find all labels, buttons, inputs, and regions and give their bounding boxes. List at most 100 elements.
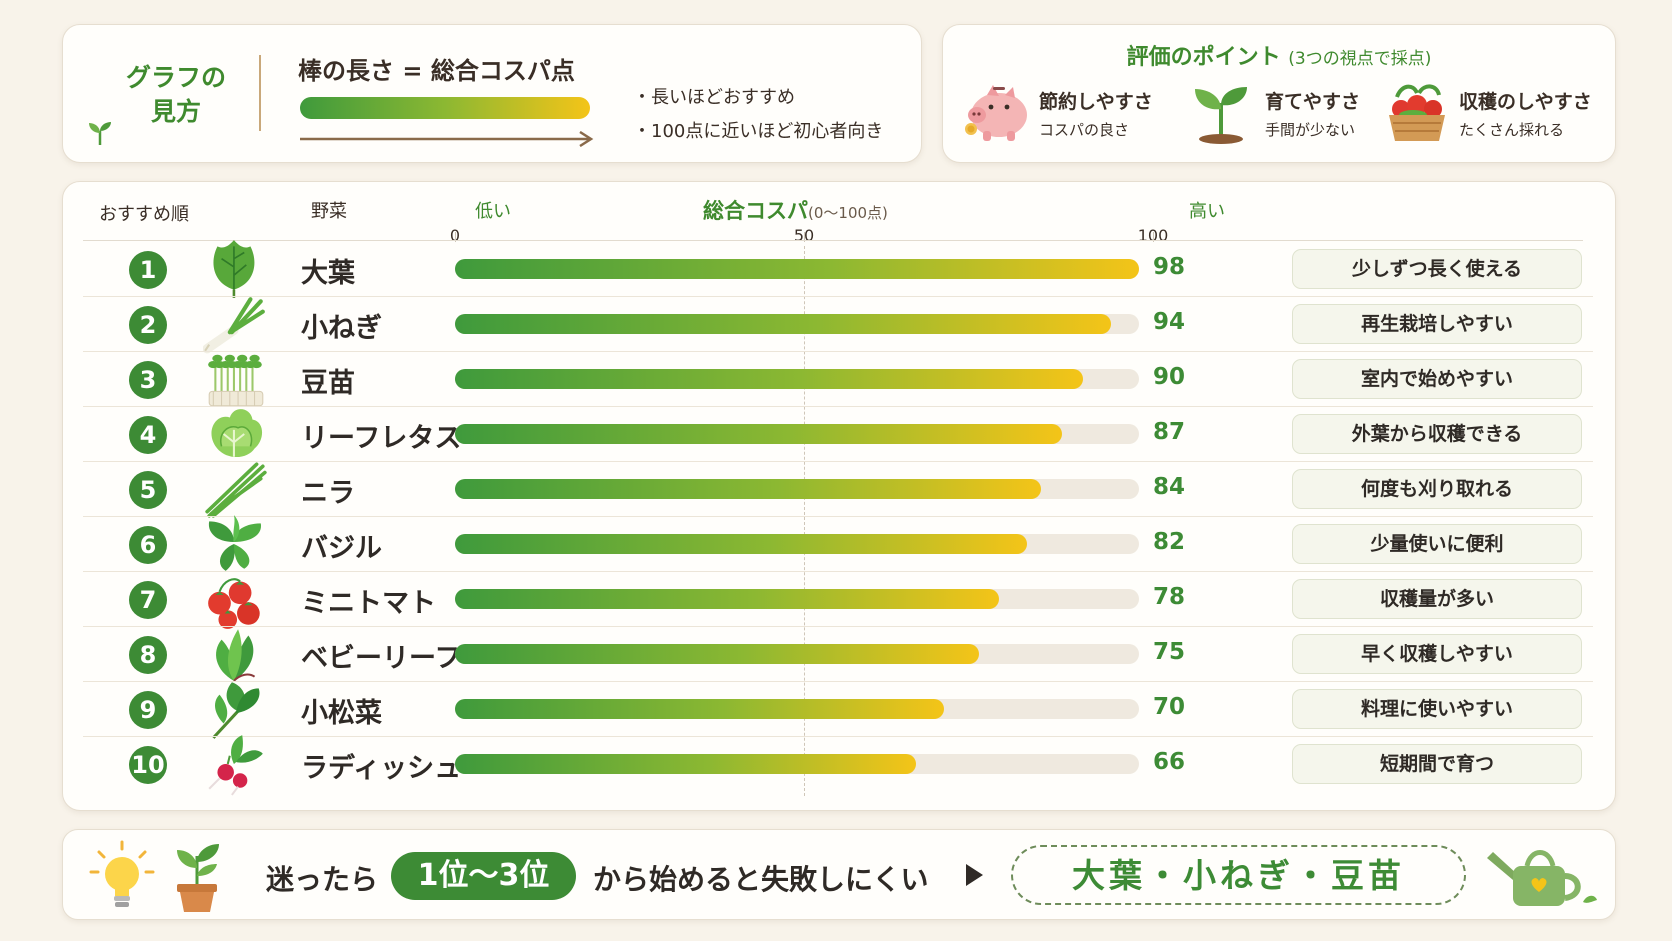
point-title: 収穫のしやすさ [1459, 91, 1592, 113]
watering-can-icon [1487, 850, 1597, 906]
bar [455, 699, 944, 719]
chart-row: 2 小ねぎ 94 再生栽培しやすい [83, 297, 1593, 354]
bar-value-label: 75 [1153, 639, 1186, 665]
recommended-vegetables: 大葉・小ねぎ・豆苗 [1011, 845, 1466, 905]
bar [455, 589, 1000, 609]
vegetable-name: ニラ [301, 478, 355, 509]
header-rank: おすすめ順 [99, 204, 189, 225]
row-divider [83, 681, 1593, 682]
bar-track [455, 314, 1139, 334]
baby-leaf-icon [216, 629, 256, 682]
vegetable-name: バジル [301, 533, 382, 564]
bar [455, 314, 1112, 334]
feature-tag: 少量使いに便利 [1292, 524, 1582, 564]
bar-track [455, 754, 1139, 774]
feature-tag: 再生栽培しやすい [1292, 304, 1582, 344]
rank-badge: 1 [129, 251, 167, 289]
bar [455, 479, 1042, 499]
bar [455, 754, 916, 774]
bar-track [455, 479, 1139, 499]
legend-title: グラフの 見方 [125, 63, 226, 126]
harvest-basket-icon [1389, 84, 1445, 141]
bar-value-label: 94 [1153, 309, 1186, 335]
vegetable-name: ベビーリーフ [301, 643, 462, 674]
vegetable-name: 大葉 [301, 258, 355, 289]
header-low: 低い [475, 201, 511, 222]
bar-value-label: 70 [1153, 694, 1186, 720]
feature-tag: 短期間で育つ [1292, 744, 1582, 784]
rank-badge: 2 [129, 306, 167, 344]
play-arrow-icon [966, 864, 983, 886]
evaluation-points-card: 評価のポイント (3つの視点で採点) 節約しやすさ コスパの良さ 育てやすさ 手… [942, 24, 1616, 163]
row-divider [83, 296, 1593, 297]
vegetable-name: ラディッシュ [301, 753, 462, 784]
row-divider [83, 351, 1593, 352]
axis-tick-mark [1153, 232, 1164, 242]
chart-row: 5 ニラ 84 何度も刈り取れる [83, 462, 1593, 518]
piggy-bank-icon [965, 85, 1027, 141]
legend-card: グラフの 見方 棒の長さ = 総合コスパ点 ・長いほどおすすめ ・100点に近い… [62, 24, 922, 163]
header-divider [83, 240, 1583, 241]
point-desc: 手間が少ない [1265, 121, 1356, 139]
vegetable-name: 小ねぎ [301, 313, 382, 344]
vegetable-name: 小松菜 [301, 698, 382, 729]
rank-badge: 5 [129, 471, 167, 509]
bar-track [455, 534, 1139, 554]
header-high: 高い [1189, 201, 1225, 222]
bar-track [455, 589, 1139, 609]
feature-tag: 外葉から収穫できる [1292, 414, 1582, 454]
bar-track [455, 369, 1139, 389]
point-desc: コスパの良さ [1039, 121, 1130, 139]
point-desc: たくさん採れる [1459, 121, 1565, 139]
legend-bar-title: 棒の長さ = 総合コスパ点 [298, 57, 575, 85]
bar-value-label: 90 [1153, 364, 1186, 390]
row-divider [83, 461, 1593, 462]
radish-icon [208, 735, 263, 796]
recommendation-prefix: 迷ったら [266, 863, 379, 896]
chart-row: 4 リーフレタス 87 外葉から収穫できる [83, 407, 1593, 462]
vegetable-name: ミニトマト [301, 588, 436, 619]
lightbulb-icon [89, 840, 155, 907]
legend-note: ・100点に近いほど初心者向き [633, 121, 884, 142]
legend-sample-bar [300, 97, 590, 119]
axis-tick-mark [804, 232, 815, 242]
bar-value-label: 98 [1153, 254, 1186, 280]
potted-plant-icon [177, 844, 219, 912]
row-divider [83, 626, 1593, 627]
rank-badge: 3 [129, 361, 167, 399]
shiso-leaf-icon [213, 240, 255, 298]
rank-range-badge: 1位〜3位 [391, 852, 576, 900]
arrow-right-icon [300, 131, 594, 147]
feature-tag: 料理に使いやすい [1292, 689, 1582, 729]
feature-tag: 早く収穫しやすい [1292, 634, 1582, 674]
point-title: 育てやすさ [1265, 91, 1361, 113]
bar-value-label: 84 [1153, 474, 1186, 500]
bar [455, 534, 1028, 554]
midline-50 [804, 246, 805, 796]
sprout-icon [89, 122, 111, 145]
chart-row: 3 豆苗 90 室内で始めやすい [83, 352, 1593, 407]
bar-track [455, 644, 1139, 664]
header-vegetable: 野菜 [311, 201, 347, 222]
axis-title: 総合コスパ(0〜100点) [703, 199, 888, 223]
feature-tag: 室内で始めやすい [1292, 359, 1582, 399]
chart-row: 9 小松菜 70 料理に使いやすい [83, 682, 1593, 739]
row-divider [83, 516, 1593, 517]
bar [455, 424, 1063, 444]
row-divider [83, 736, 1593, 737]
row-divider [83, 571, 1593, 572]
ranking-chart: おすすめ順 野菜 低い 総合コスパ(0〜100点) 高い 0 50 100 1 大葉 9… [62, 181, 1616, 811]
chart-row: 1 大葉 98 少しずつ長く使える [83, 240, 1593, 298]
legend-separator [259, 55, 261, 131]
chart-row: 8 ベビーリーフ 75 早く収穫しやすい [83, 627, 1593, 682]
sprout-icon [1195, 87, 1247, 144]
feature-tag: 収穫量が多い [1292, 579, 1582, 619]
chart-row: 10 ラディッシュ 66 短期間で育つ [83, 735, 1593, 796]
leaf-lettuce-icon [211, 409, 263, 458]
rank-badge: 6 [129, 526, 167, 564]
bar-track [455, 259, 1140, 279]
pea-sprouts-icon [208, 354, 264, 407]
vegetable-name: 豆苗 [301, 368, 355, 399]
bar-value-label: 78 [1153, 584, 1186, 610]
recommendation-text: から始めると失敗しにくい [593, 863, 929, 896]
